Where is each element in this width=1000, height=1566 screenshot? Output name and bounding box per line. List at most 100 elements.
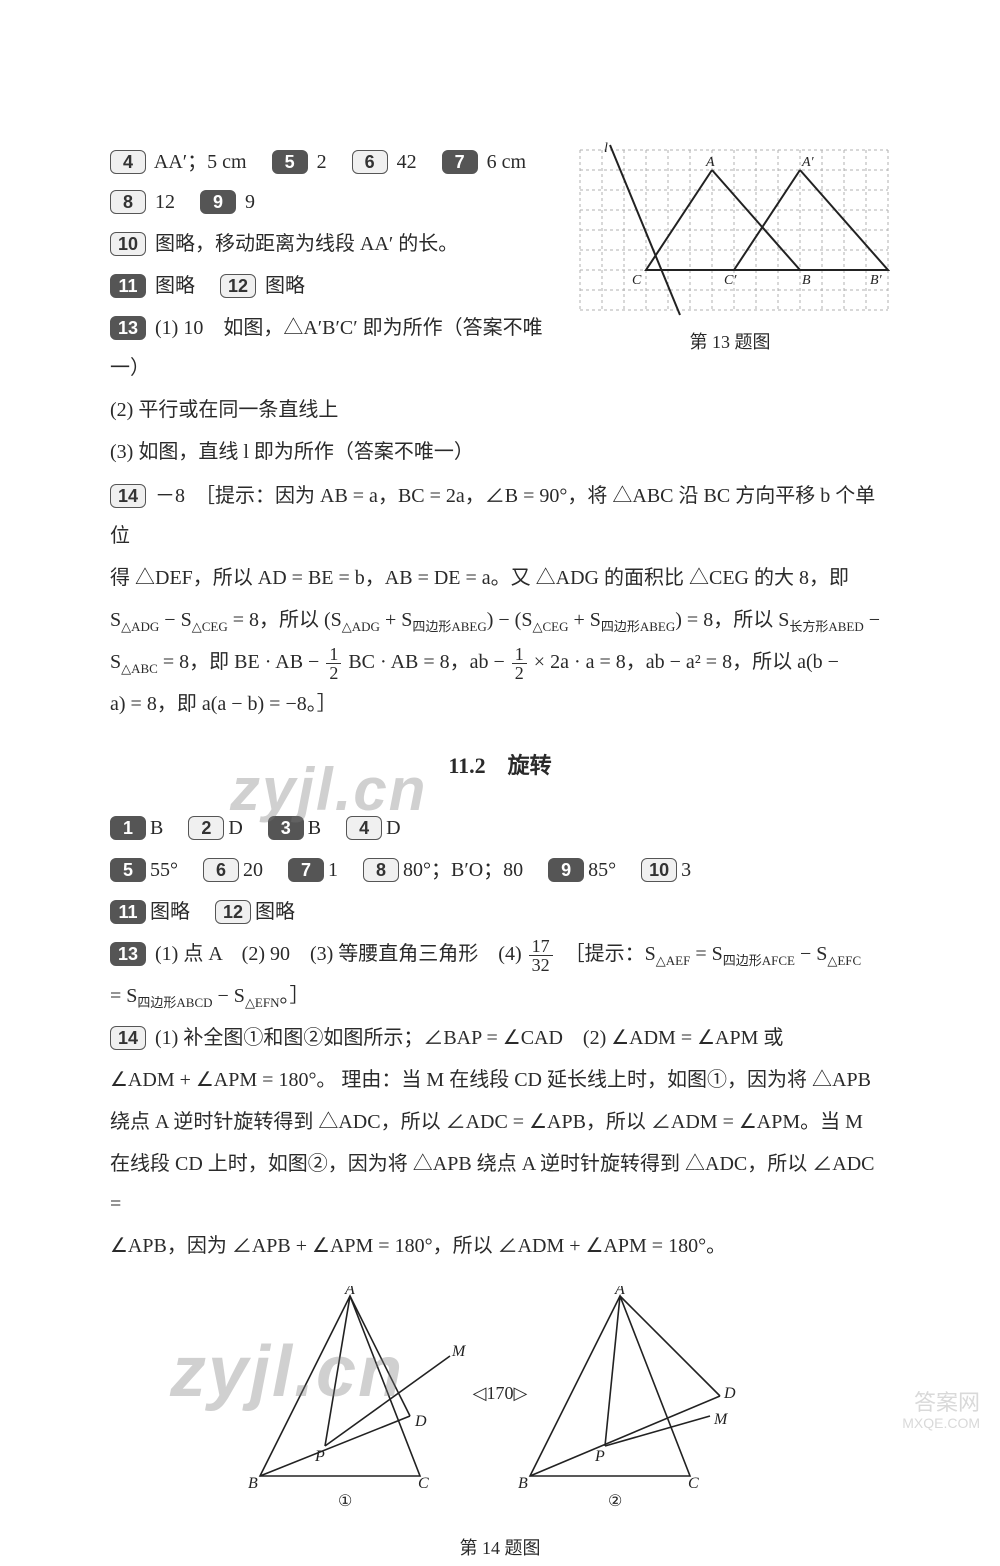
a-6: 20 — [243, 859, 263, 881]
b-3: 3 — [268, 816, 304, 840]
num: 1 — [512, 645, 527, 664]
badge-10: 10 — [110, 232, 146, 256]
ans-5: 2 — [317, 151, 327, 173]
t: + S — [568, 609, 600, 631]
svg-text:M: M — [451, 1343, 467, 1360]
a-13-p1: (1) 点 A (2) 90 (3) 等腰直角三角形 (4) — [155, 943, 527, 965]
t: BC · AB = 8，ab − — [343, 651, 509, 673]
b-2: 2 — [188, 816, 224, 840]
b-7: 7 — [288, 858, 324, 882]
ans-14-l1: －8 ［提示：因为 AB = a，BC = 2a，∠B = 90°，将 △ABC… — [110, 485, 875, 547]
sub: △ADG — [342, 619, 380, 634]
b-5: 5 — [110, 858, 146, 882]
s1-line-13-2: (2) 平行或在同一条直线上 — [110, 390, 890, 430]
num: 1 — [326, 645, 341, 664]
a-4: D — [386, 817, 400, 839]
b-13: 13 — [110, 942, 146, 966]
s2-line-14-3: 绕点 A 逆时针旋转得到 △ADC，所以 ∠ADC = ∠APB，所以 ∠ADM… — [110, 1102, 890, 1142]
s1-line-14-4: S△ABC = 8，即 BE · AB − 12 BC · AB = 8，ab … — [110, 642, 890, 682]
a-12: 图略 — [255, 901, 295, 923]
a-10: 3 — [681, 859, 691, 881]
frac-1-2b: 12 — [512, 645, 527, 682]
sub: △EFN — [245, 995, 280, 1010]
s1-line-14-3: S△ADG − S△CEG = 8，所以 (S△ADG + S四边形ABEG) … — [110, 600, 890, 640]
b-10: 10 — [641, 858, 677, 882]
sub-1: ① — [338, 1493, 352, 1510]
badge-6: 6 — [352, 150, 388, 174]
svg-text:l: l — [604, 141, 608, 156]
s2-row2: 555° 620 71 880°；B′O；80 985° 103 — [110, 850, 890, 890]
sub: △EFC — [827, 953, 861, 968]
pn: 170 — [487, 1383, 514, 1403]
svg-text:B: B — [518, 1475, 528, 1492]
badge-5: 5 — [272, 150, 308, 174]
a-7: 1 — [328, 859, 338, 881]
s2-line-14-1: 14 (1) 补全图①和图②如图所示；∠BAP = ∠CAD (2) ∠ADM … — [110, 1018, 890, 1058]
den: 2 — [512, 664, 527, 682]
figure-13: l A A′ C C′ B B′ 第 13 题图 — [570, 140, 890, 360]
sub: △CEG — [532, 619, 568, 634]
svg-text:B: B — [802, 273, 811, 288]
svg-text:B: B — [248, 1475, 258, 1492]
ans-10: 图略，移动距离为线段 AA′ 的长。 — [155, 233, 458, 255]
ans-7: 6 cm — [487, 151, 526, 173]
badge-8: 8 — [110, 190, 146, 214]
s2-line-14-4: 在线段 CD 上时，如图②，因为将 △APB 绕点 A 逆时针旋转得到 △ADC… — [110, 1144, 890, 1224]
den: 32 — [529, 956, 553, 974]
a-3: B — [308, 817, 321, 839]
t: ) = 8，所以 S — [675, 609, 789, 631]
t: + S — [380, 609, 412, 631]
svg-text:D: D — [414, 1413, 427, 1430]
t: − — [864, 609, 880, 631]
corner-line1: 答案网 — [902, 1391, 980, 1415]
sub: △AEF — [656, 953, 691, 968]
frac-17-32: 1732 — [529, 937, 553, 974]
a-5: 55° — [150, 859, 178, 881]
fig14-caption: 第 14 题图 — [220, 1530, 780, 1566]
s2-row1: 1B 2D 3B 4D — [110, 808, 890, 848]
ans-12: 图略 — [265, 275, 305, 297]
b-8: 8 — [363, 858, 399, 882]
svg-text:D: D — [723, 1385, 736, 1402]
fig13-svg: l A A′ C C′ B B′ — [570, 140, 890, 320]
s2-line-14-5: ∠APB，因为 ∠APB + ∠APM = 180°，所以 ∠ADM + ∠AP… — [110, 1226, 890, 1266]
sub: △CEG — [192, 619, 228, 634]
t: = S — [110, 985, 137, 1007]
sub-2: ② — [608, 1493, 622, 1510]
svg-text:A: A — [614, 1286, 625, 1298]
svg-text:A: A — [344, 1286, 355, 1298]
a-1: B — [150, 817, 163, 839]
sub: 四边形AFCE — [723, 953, 795, 968]
badge-12: 12 — [220, 274, 256, 298]
badge-11: 11 — [110, 274, 146, 298]
section-11-2-title: 11.2 旋转 — [110, 744, 890, 788]
sub: 四边形ABCD — [137, 995, 212, 1010]
t: S — [110, 609, 121, 631]
den: 2 — [326, 664, 341, 682]
sub: 四边形ABEG — [412, 619, 486, 634]
ans-11: 图略 — [155, 275, 195, 297]
a-11: 图略 — [150, 901, 190, 923]
b-9: 9 — [548, 858, 584, 882]
b-12: 12 — [215, 900, 251, 924]
svg-text:B′: B′ — [870, 273, 883, 288]
t: − S — [795, 943, 827, 965]
ans-8: 12 — [155, 191, 175, 213]
figure-14: A B C D M P A B C D M P ① ② 第 14 题图 — [220, 1286, 780, 1566]
svg-text:C′: C′ — [724, 273, 737, 288]
badge-14: 14 — [110, 484, 146, 508]
b-6: 6 — [203, 858, 239, 882]
ans-4: AA′；5 cm — [154, 151, 247, 173]
frac-1-2a: 12 — [326, 645, 341, 682]
b-1: 1 — [110, 816, 146, 840]
s2-row3: 11图略 12图略 — [110, 892, 890, 932]
s1-line-14-2: 得 △DEF，所以 AD = BE = b，AB = DE = a。又 △ADG… — [110, 558, 890, 598]
sub: △ABC — [121, 661, 158, 676]
svg-text:C: C — [418, 1475, 429, 1492]
svg-text:C: C — [632, 273, 642, 288]
corner-line2: MXQE.COM — [902, 1416, 980, 1431]
t: ［提示：S — [555, 943, 656, 965]
s2-line-14-2: ∠ADM + ∠APM = 180°。 理由：当 M 在线段 CD 延长线上时，… — [110, 1060, 890, 1100]
s1-line-13-3: (3) 如图，直线 l 即为所作（答案不唯一） — [110, 432, 890, 472]
s2-line-13-2: = S四边形ABCD − S△EFN。］ — [110, 976, 890, 1016]
